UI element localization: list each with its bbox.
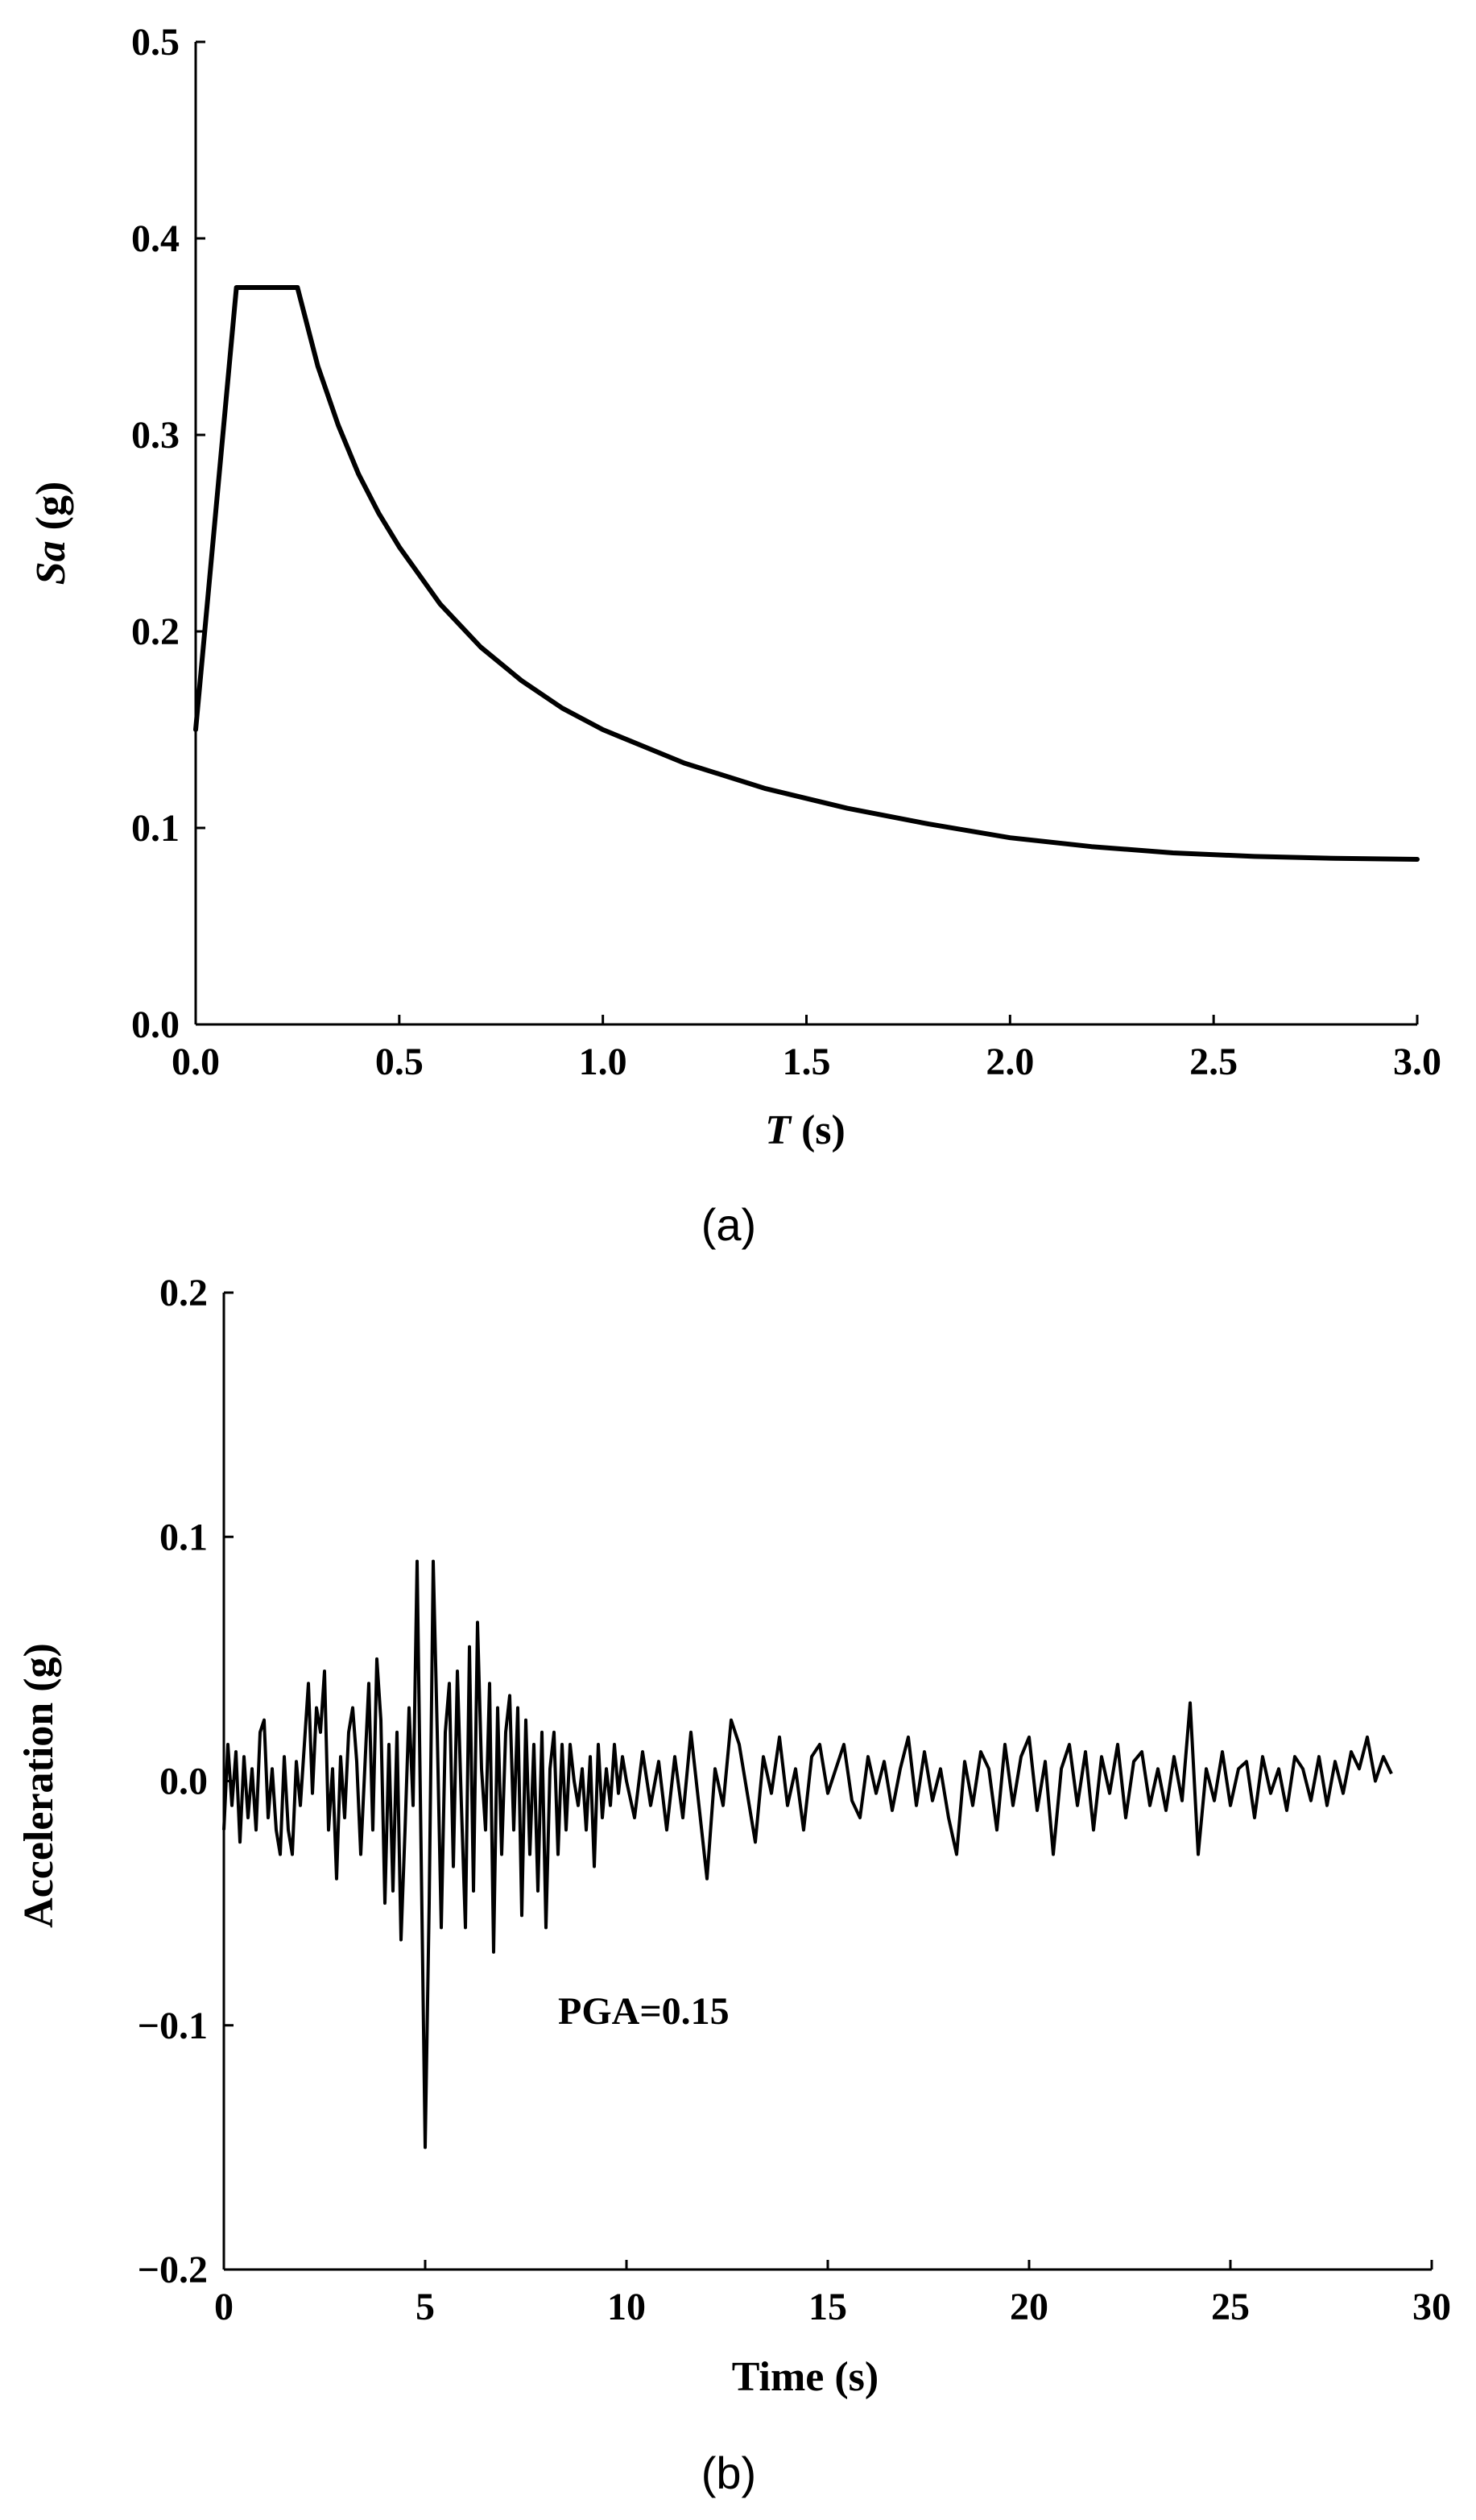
- a-series-line: [193, 285, 1420, 862]
- a-ticks: [194, 40, 1419, 1026]
- panel-label-b: (b): [701, 2448, 756, 2498]
- a-x-tick-label: 3.0: [1393, 1041, 1441, 1083]
- a-x-tick-label: 2.5: [1189, 1041, 1238, 1083]
- b-x-tick-label: 25: [1211, 2286, 1250, 2328]
- pga-annotation: PGA=0.15: [558, 1990, 730, 2033]
- a-y-tick-label: 0.3: [131, 414, 180, 457]
- b-x-tick-label: 0: [214, 2286, 234, 2328]
- a-x-tick-label: 1.0: [579, 1041, 627, 1083]
- a-x-axis-title-unit: (s): [791, 1107, 845, 1153]
- acceleration-chart: 0 5 10 15 20 25 30 −0.2 −0.1 0.0 0.1 0.2 PGA=0.15 T…: [16, 1272, 1451, 2498]
- a-x-tick-label: 0.5: [375, 1041, 424, 1083]
- a-tick-labels: 0.0 0.5 1.0 1.5 2.0 2.5 3.0 0.0 0.1 0.2 0.3 0.4 0.5: [131, 21, 1441, 1083]
- b-x-tick-label: 5: [416, 2286, 435, 2328]
- a-y-axis-title: Sa (g): [28, 482, 74, 586]
- b-x-tick-label: 30: [1412, 2286, 1451, 2328]
- spectrum-chart: 0.0 0.5 1.0 1.5 2.0 2.5 3.00.00.10.20.30.40.5 …: [28, 21, 1441, 1250]
- b-x-axis-title: Time (s): [732, 2354, 879, 2400]
- b-y-axis-title: Acceleration (g): [16, 1643, 62, 1928]
- a-x-tick-label: 1.5: [783, 1041, 831, 1083]
- a-x-axis-title-italic: T: [765, 1107, 792, 1153]
- b-y-tick-label: −0.1: [138, 2005, 208, 2047]
- a-y-axis-title-italic: Sa: [28, 540, 74, 585]
- a-y-tick-label: 0.0: [131, 1003, 180, 1046]
- b-x-tick-label: 20: [1010, 2286, 1048, 2328]
- b-y-tick-label: 0.1: [159, 1516, 208, 1558]
- a-y-tick-label: 0.2: [131, 610, 180, 653]
- a-y-tick-label: 0.4: [131, 217, 180, 260]
- a-x-axis-title: T (s): [765, 1107, 845, 1153]
- b-x-tick-label: 10: [607, 2286, 646, 2328]
- b-y-tick-label: −0.2: [138, 2249, 208, 2291]
- b-tick-labels: 0 5 10 15 20 25 30 −0.2 −0.1 0.0 0.1 0.2: [138, 1272, 1451, 2328]
- a-y-tick-label: 0.5: [131, 21, 180, 64]
- a-y-tick-label: 0.1: [131, 807, 180, 850]
- panel-label-a: (a): [701, 1199, 756, 1250]
- a-y-axis-title-unit: (g): [28, 482, 74, 541]
- b-y-tick-label: 0.0: [159, 1761, 208, 1803]
- b-series-line: [222, 1559, 1393, 2150]
- a-x-tick-label: 2.0: [986, 1041, 1034, 1083]
- b-x-tick-label: 15: [808, 2286, 847, 2328]
- b-y-tick-label: 0.2: [159, 1272, 208, 1314]
- a-x-tick-label: 0.0: [172, 1041, 220, 1083]
